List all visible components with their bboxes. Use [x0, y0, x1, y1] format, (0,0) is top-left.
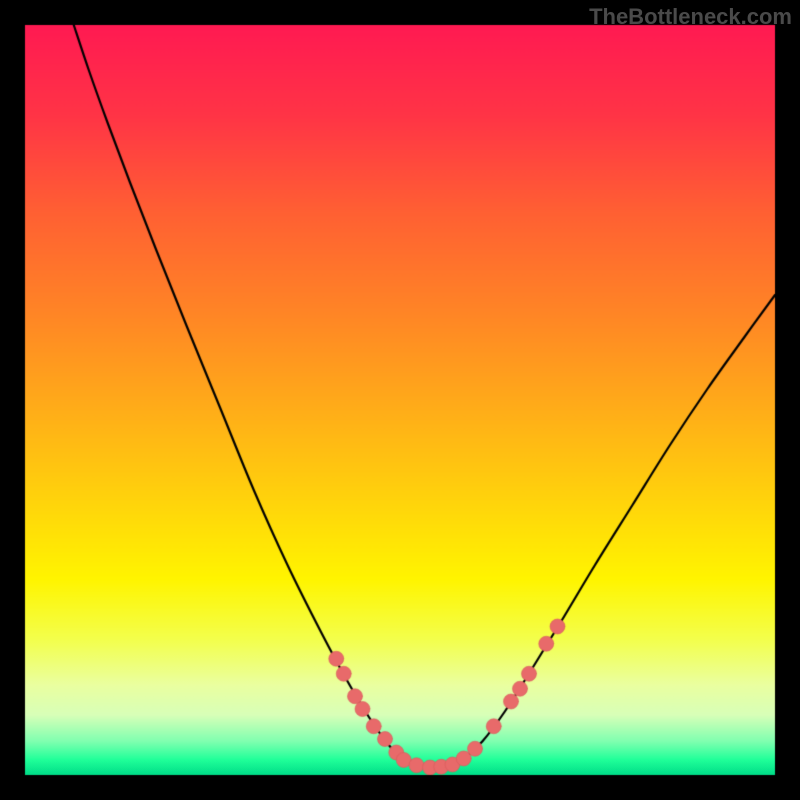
chart-stage: TheBottleneck.com	[0, 0, 800, 800]
bottleneck-chart-canvas	[0, 0, 800, 800]
